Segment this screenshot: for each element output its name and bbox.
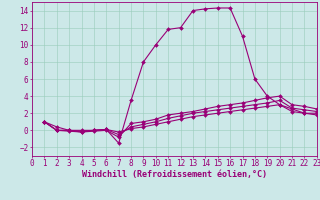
- X-axis label: Windchill (Refroidissement éolien,°C): Windchill (Refroidissement éolien,°C): [82, 170, 267, 179]
